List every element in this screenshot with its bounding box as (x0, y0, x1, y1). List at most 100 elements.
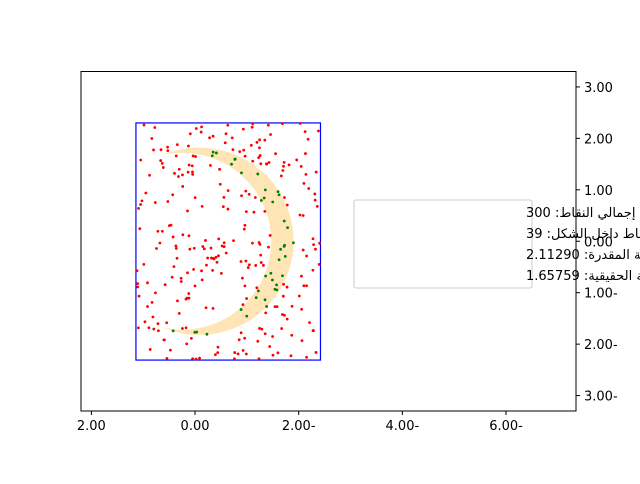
point-outside (186, 271, 189, 275)
point-outside (215, 260, 219, 264)
point-inside (233, 157, 237, 161)
point-outside (242, 227, 246, 231)
point-inside (245, 314, 249, 318)
point-outside (275, 305, 279, 309)
point-outside (256, 339, 260, 343)
point-outside (211, 269, 215, 272)
point-outside (252, 210, 256, 214)
point-outside (165, 356, 169, 360)
point-outside (142, 263, 146, 266)
point-outside (267, 245, 270, 249)
point-outside (226, 207, 230, 211)
point-outside (312, 243, 316, 247)
point-inside (277, 193, 281, 197)
point-outside (208, 136, 211, 140)
point-outside (194, 127, 198, 130)
point-outside (175, 143, 179, 146)
point-outside (246, 266, 250, 269)
point-outside (187, 163, 191, 167)
point-outside (175, 256, 179, 260)
y-tick-label: 2.00- (584, 338, 618, 353)
point-outside (269, 133, 272, 136)
point-outside (311, 237, 315, 241)
point-outside (282, 160, 286, 164)
point-outside (136, 282, 139, 285)
point-outside (186, 144, 190, 148)
point-outside (311, 268, 315, 272)
point-outside (179, 280, 183, 283)
x-tick-label: 0.00 (181, 419, 210, 434)
point-outside (148, 348, 152, 351)
point-outside (300, 307, 304, 311)
point-outside (244, 210, 248, 214)
point-outside (222, 241, 226, 245)
point-outside (241, 127, 245, 131)
point-outside (144, 191, 148, 195)
point-inside (205, 332, 209, 336)
point-outside (259, 162, 263, 166)
point-outside (223, 141, 227, 145)
point-outside (153, 126, 157, 129)
point-outside (230, 136, 234, 140)
point-outside (198, 356, 201, 360)
point-outside (260, 327, 264, 331)
y-tick-label: 1.00 (584, 184, 613, 199)
point-outside (158, 241, 162, 245)
point-outside (143, 320, 147, 324)
point-outside (285, 285, 289, 289)
point-outside (136, 326, 140, 330)
point-outside (257, 357, 261, 361)
point-outside (305, 355, 308, 359)
point-outside (315, 204, 319, 208)
point-outside (193, 284, 197, 288)
point-outside (281, 122, 284, 125)
point-outside (258, 326, 261, 330)
point-outside (251, 159, 255, 163)
point-outside (303, 130, 307, 134)
point-outside (218, 167, 221, 171)
point-outside (216, 345, 220, 349)
point-outside (186, 170, 190, 174)
point-outside (243, 336, 247, 340)
point-outside (268, 345, 272, 348)
point-outside (283, 196, 286, 199)
point-outside (243, 223, 247, 227)
point-outside (241, 349, 245, 352)
point-outside (174, 244, 178, 248)
point-outside (290, 304, 294, 308)
point-outside (188, 132, 192, 136)
point-outside (302, 284, 306, 288)
legend: إجمالي النقاط: 300 النقاط داخل الشكل: 39… (353, 199, 640, 289)
point-outside (191, 170, 194, 174)
bounding-rectangle (135, 122, 322, 361)
point-outside (244, 259, 248, 263)
point-outside (152, 148, 155, 152)
point-outside (255, 140, 259, 144)
point-outside (263, 138, 267, 142)
point-inside (283, 243, 286, 247)
point-outside (190, 164, 194, 168)
point-outside (233, 351, 237, 354)
point-inside (257, 289, 260, 293)
point-outside (308, 321, 311, 325)
point-outside (240, 194, 243, 198)
point-outside (237, 338, 241, 342)
point-outside (162, 338, 166, 342)
point-outside (193, 196, 197, 200)
point-outside (177, 312, 181, 315)
point-outside (307, 187, 311, 190)
point-outside (146, 305, 149, 308)
point-outside (166, 149, 170, 153)
point-outside (257, 156, 261, 160)
point-outside (226, 189, 230, 193)
point-outside (177, 167, 181, 171)
point-outside (199, 130, 203, 134)
y-tick-label: 3.00- (584, 390, 618, 405)
point-outside (300, 274, 303, 278)
point-outside (200, 125, 204, 129)
point-inside (259, 199, 263, 202)
point-outside (142, 123, 146, 127)
legend-box (353, 199, 533, 289)
point-outside (181, 173, 184, 177)
